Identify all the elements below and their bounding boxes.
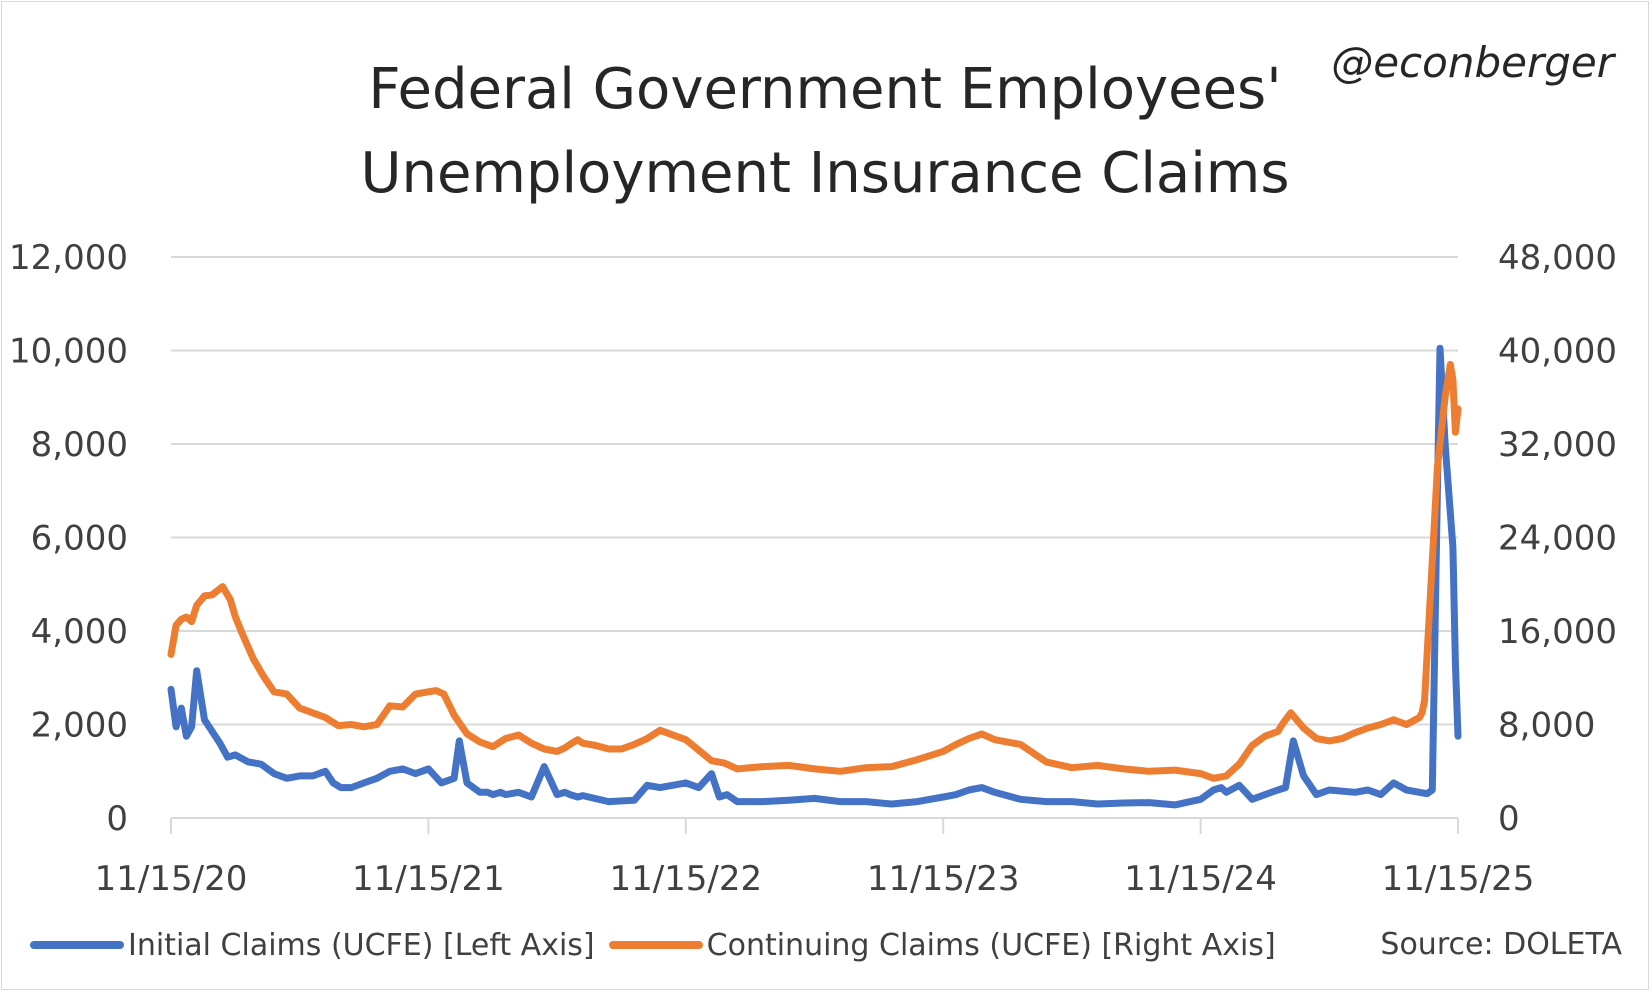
y-right-tick-label: 32,000 bbox=[1498, 425, 1617, 465]
y-left-tick-label: 0 bbox=[106, 799, 128, 839]
y-left-tick-label: 2,000 bbox=[31, 706, 128, 746]
x-tick-label: 11/15/25 bbox=[1382, 859, 1535, 899]
y-left-tick-label: 10,000 bbox=[9, 332, 128, 372]
legend-label-continuing-claims: Continuing Claims (UCFE) [Right Axis] bbox=[706, 927, 1276, 963]
x-tick-label: 11/15/20 bbox=[95, 859, 248, 899]
x-tick-label: 11/15/21 bbox=[352, 859, 505, 899]
y-right-tick-label: 24,000 bbox=[1498, 519, 1617, 559]
y-right-tick-label: 0 bbox=[1498, 799, 1520, 839]
author-handle: @econberger bbox=[1331, 38, 1614, 87]
series-line-initial-claims bbox=[167, 344, 1462, 809]
y-left-tick-label: 8,000 bbox=[31, 425, 128, 465]
y-left-tick-label: 12,000 bbox=[9, 238, 128, 278]
y-right-tick-label: 48,000 bbox=[1498, 238, 1617, 278]
x-tick-label: 11/15/23 bbox=[867, 859, 1020, 899]
chart-title: Federal Government Employees' Unemployme… bbox=[300, 48, 1350, 216]
y-right-tick-label: 40,000 bbox=[1498, 332, 1617, 372]
legend-swatch-continuing-claims bbox=[608, 941, 703, 949]
series-line-continuing-claims bbox=[167, 361, 1462, 782]
legend-swatch-initial-claims bbox=[30, 941, 124, 949]
chart-title-line-2: Unemployment Insurance Claims bbox=[360, 141, 1290, 206]
legend-label-initial-claims: Initial Claims (UCFE) [Left Axis] bbox=[128, 927, 595, 963]
x-tick-label: 11/15/24 bbox=[1124, 859, 1277, 899]
y-left-tick-label: 4,000 bbox=[31, 612, 128, 652]
legend-item-continuing-claims: Continuing Claims (UCFE) [Right Axis] bbox=[608, 927, 1276, 963]
legend-item-initial-claims: Initial Claims (UCFE) [Left Axis] bbox=[30, 928, 595, 963]
x-tick-label: 11/15/22 bbox=[609, 859, 762, 899]
y-right-tick-label: 8,000 bbox=[1498, 706, 1595, 746]
y-left-tick-label: 6,000 bbox=[31, 519, 128, 559]
chart-legend: Initial Claims (UCFE) [Left Axis] Contin… bbox=[30, 920, 1290, 970]
y-right-tick-label: 16,000 bbox=[1498, 612, 1617, 652]
source-note: Source: DOLETA bbox=[1380, 927, 1622, 962]
chart-title-line-1: Federal Government Employees' bbox=[368, 57, 1282, 122]
